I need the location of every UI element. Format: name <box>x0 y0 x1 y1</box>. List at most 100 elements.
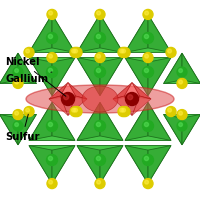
Polygon shape <box>125 102 148 140</box>
Polygon shape <box>113 96 132 116</box>
Polygon shape <box>124 82 140 96</box>
Circle shape <box>179 69 182 72</box>
Polygon shape <box>29 48 75 52</box>
Circle shape <box>168 108 172 112</box>
Polygon shape <box>148 14 171 52</box>
Circle shape <box>70 107 80 117</box>
Polygon shape <box>49 96 68 116</box>
Circle shape <box>142 32 154 44</box>
Circle shape <box>179 80 182 84</box>
Circle shape <box>74 108 78 112</box>
Circle shape <box>72 108 76 112</box>
Polygon shape <box>68 96 87 116</box>
Circle shape <box>74 49 78 53</box>
Circle shape <box>96 156 101 161</box>
Polygon shape <box>29 58 75 62</box>
Text: Gallium: Gallium <box>5 72 52 84</box>
Polygon shape <box>164 114 182 145</box>
Circle shape <box>177 78 187 88</box>
Circle shape <box>26 49 30 53</box>
Polygon shape <box>164 80 200 84</box>
Polygon shape <box>77 146 123 184</box>
Polygon shape <box>52 58 75 96</box>
Circle shape <box>120 47 130 57</box>
Polygon shape <box>132 96 151 116</box>
Circle shape <box>118 47 128 57</box>
Circle shape <box>47 53 57 63</box>
Circle shape <box>142 120 154 132</box>
Polygon shape <box>0 53 36 84</box>
Circle shape <box>13 110 23 120</box>
Polygon shape <box>148 58 171 96</box>
Circle shape <box>15 69 18 72</box>
Polygon shape <box>77 102 123 140</box>
Polygon shape <box>29 58 75 96</box>
Circle shape <box>97 11 101 15</box>
Polygon shape <box>148 102 171 140</box>
Circle shape <box>120 49 124 53</box>
Circle shape <box>72 47 82 57</box>
Polygon shape <box>164 53 200 84</box>
Polygon shape <box>125 146 171 184</box>
Polygon shape <box>77 14 100 52</box>
Circle shape <box>47 179 57 189</box>
Polygon shape <box>29 102 52 140</box>
Circle shape <box>120 108 124 112</box>
Polygon shape <box>68 82 87 99</box>
Circle shape <box>13 78 23 88</box>
Polygon shape <box>0 114 18 145</box>
Polygon shape <box>77 14 123 52</box>
Circle shape <box>46 120 58 132</box>
Polygon shape <box>164 114 200 118</box>
Circle shape <box>15 80 18 84</box>
Circle shape <box>47 9 57 19</box>
Ellipse shape <box>82 86 118 112</box>
Circle shape <box>72 107 82 117</box>
Polygon shape <box>77 136 123 140</box>
Polygon shape <box>100 146 123 184</box>
Circle shape <box>143 53 153 63</box>
Circle shape <box>48 34 53 39</box>
Polygon shape <box>125 48 171 52</box>
Polygon shape <box>125 58 148 96</box>
Circle shape <box>46 66 58 77</box>
Polygon shape <box>77 48 123 52</box>
Circle shape <box>95 66 106 77</box>
Polygon shape <box>125 58 171 62</box>
Circle shape <box>26 108 30 112</box>
Circle shape <box>168 49 172 53</box>
Polygon shape <box>164 53 182 84</box>
Circle shape <box>70 47 80 57</box>
Circle shape <box>145 54 148 58</box>
Circle shape <box>97 54 101 58</box>
Polygon shape <box>29 146 75 184</box>
Polygon shape <box>60 82 76 96</box>
Polygon shape <box>125 14 171 52</box>
Circle shape <box>142 154 154 166</box>
Circle shape <box>143 179 153 189</box>
Polygon shape <box>164 114 200 145</box>
Polygon shape <box>52 102 75 140</box>
Polygon shape <box>77 146 123 150</box>
Text: Nickel: Nickel <box>5 57 66 96</box>
Circle shape <box>49 11 52 15</box>
Circle shape <box>145 180 148 184</box>
Circle shape <box>179 123 182 126</box>
Polygon shape <box>29 146 52 184</box>
Polygon shape <box>29 14 75 52</box>
Circle shape <box>24 47 34 57</box>
Polygon shape <box>29 146 75 150</box>
Circle shape <box>46 154 58 166</box>
Circle shape <box>128 95 133 100</box>
Polygon shape <box>29 136 75 140</box>
Circle shape <box>15 111 18 115</box>
Polygon shape <box>100 102 123 140</box>
Circle shape <box>144 122 149 127</box>
Circle shape <box>142 66 154 77</box>
Circle shape <box>166 47 176 57</box>
Polygon shape <box>125 58 171 96</box>
Polygon shape <box>0 80 36 84</box>
Polygon shape <box>0 53 18 84</box>
Polygon shape <box>29 58 52 96</box>
Circle shape <box>46 32 58 44</box>
